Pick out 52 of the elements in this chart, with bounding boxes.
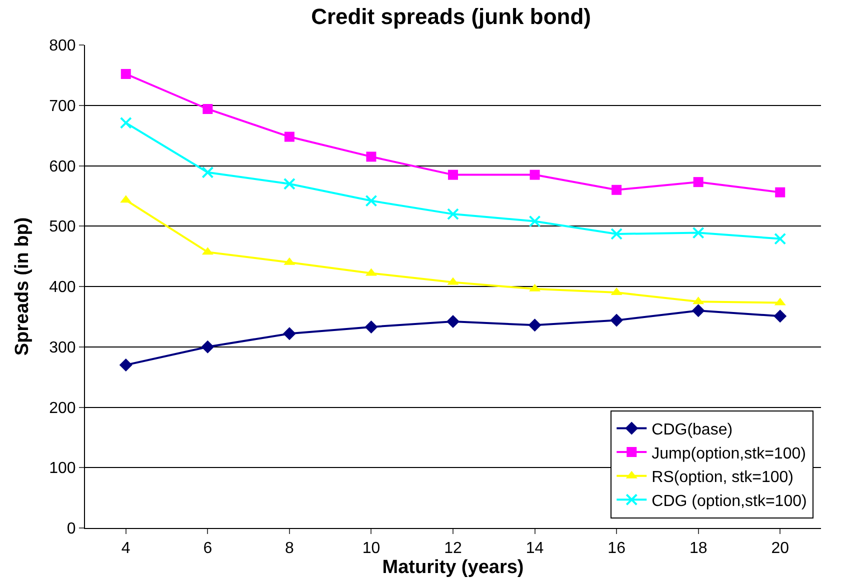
point <box>612 184 622 195</box>
point <box>120 68 131 79</box>
point <box>693 177 704 188</box>
y-tick-label: 400 <box>49 279 76 296</box>
point <box>446 315 460 328</box>
legend-label: RS(option, stk=100) <box>652 469 794 486</box>
point <box>364 320 378 334</box>
y-tick-label: 300 <box>49 339 76 356</box>
point <box>283 178 296 190</box>
point <box>202 104 213 114</box>
point <box>284 132 294 142</box>
legend-label: CDG (option,stk=100) <box>652 492 807 510</box>
point <box>119 358 132 372</box>
point <box>528 215 541 228</box>
y-tick-label: 800 <box>49 38 76 55</box>
point <box>610 228 623 240</box>
point <box>202 166 214 178</box>
x-tick-label: 12 <box>444 540 462 558</box>
point <box>692 226 704 239</box>
point <box>120 116 132 129</box>
point <box>692 304 705 318</box>
chart-title: Credit spreads (junk bond) <box>311 4 591 30</box>
point <box>775 187 786 198</box>
point <box>447 208 459 220</box>
x-tick-label: 4 <box>121 540 130 558</box>
y-tick-label: 0 <box>66 520 76 538</box>
y-tick-label: 700 <box>49 98 76 115</box>
x-tick-label: 16 <box>608 540 626 558</box>
point <box>610 314 624 327</box>
x-tick-label: 10 <box>362 540 380 558</box>
y-tick-label: 100 <box>49 460 76 478</box>
point <box>282 327 296 340</box>
x-tick-label: 14 <box>526 540 544 558</box>
point <box>366 152 376 162</box>
point <box>530 170 540 180</box>
x-tick-label: 18 <box>689 540 708 558</box>
point <box>365 194 378 207</box>
point <box>774 310 787 323</box>
x-tick-label: 8 <box>284 540 294 558</box>
y-tick-label: 200 <box>49 400 76 417</box>
legend-label: Jump(option,stk=100) <box>652 445 806 462</box>
y-axis-title: Spreads (in bp) <box>12 217 33 356</box>
x-axis-title: Maturity (years) <box>382 557 524 578</box>
point <box>528 318 542 332</box>
x-tick-label: 6 <box>203 540 212 558</box>
point <box>774 232 786 245</box>
y-tick-label: 500 <box>49 218 76 236</box>
y-tick-label: 600 <box>49 158 76 176</box>
legend-label: CDG(base) <box>652 421 733 438</box>
point <box>448 170 458 180</box>
x-tick-label: 20 <box>771 540 790 558</box>
point <box>201 340 214 354</box>
